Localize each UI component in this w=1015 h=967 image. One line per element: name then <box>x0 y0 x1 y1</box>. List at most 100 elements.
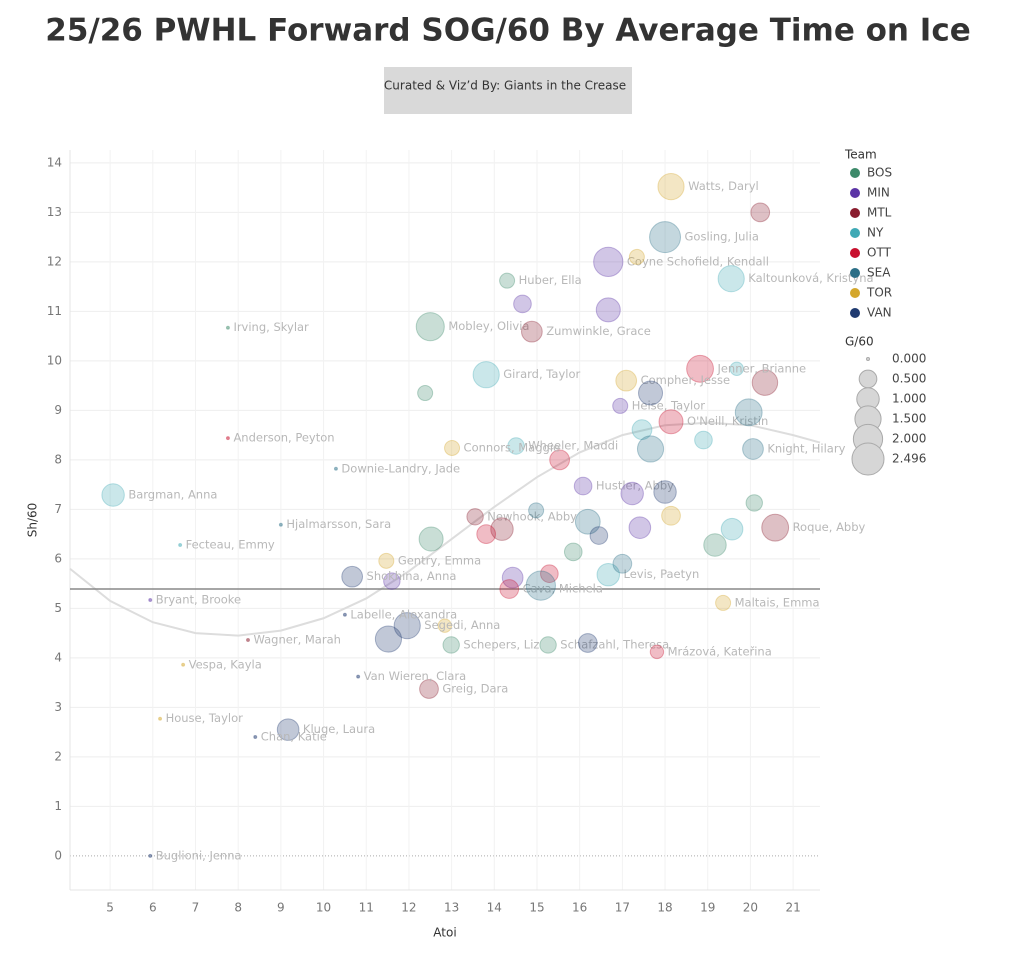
point <box>444 439 461 456</box>
point-label: Mobley, Olivia <box>448 319 529 333</box>
point-label: Hustler, Abby <box>596 479 674 493</box>
point-label: Chan, Katie <box>261 730 327 744</box>
point <box>715 594 732 611</box>
legend-marker <box>850 268 860 278</box>
legend-label: MIN <box>867 186 890 200</box>
point-label: Wheeler, Maddi <box>528 439 618 453</box>
point <box>148 853 153 858</box>
point <box>653 480 677 504</box>
point <box>658 409 684 435</box>
x-tick-label: 17 <box>615 901 630 915</box>
subtitle: Curated & Viz’d By: Giants in the Crease <box>384 79 626 93</box>
point <box>628 516 652 539</box>
point <box>499 579 520 599</box>
point <box>540 564 559 584</box>
point <box>419 679 439 699</box>
point <box>638 380 664 406</box>
point <box>628 248 645 265</box>
point <box>563 542 583 562</box>
subtitle-box <box>384 67 632 114</box>
point <box>378 552 395 569</box>
y-tick-label: 12 <box>47 254 62 268</box>
point <box>717 265 745 293</box>
point <box>589 526 609 545</box>
point-label: Van Wieren, Clara <box>364 669 467 683</box>
point <box>472 361 500 389</box>
point <box>750 202 771 223</box>
y-tick-label: 1 <box>54 799 62 813</box>
point <box>573 476 593 496</box>
size-legend-label: 2.496 <box>892 452 926 466</box>
point <box>649 644 665 660</box>
point <box>720 517 744 541</box>
y-tick-label: 11 <box>47 304 62 318</box>
x-tick-label: 6 <box>149 901 157 915</box>
point <box>225 325 230 330</box>
point-label: House, Taylor <box>166 711 244 725</box>
point <box>383 572 401 590</box>
point-label: Connors, Maggie <box>464 440 561 454</box>
point <box>539 636 557 654</box>
point <box>342 612 347 617</box>
point-label: Bargman, Anna <box>128 488 217 502</box>
point <box>574 508 601 535</box>
legend-label: MTL <box>867 206 892 220</box>
x-tick-label: 8 <box>234 901 242 915</box>
point-label: Huber, Ella <box>519 273 582 287</box>
legend-marker <box>850 228 860 238</box>
point <box>593 246 624 278</box>
point-label: Anderson, Peyton <box>233 431 334 445</box>
x-tick-label: 18 <box>657 901 672 915</box>
chart-title: 25/26 PWHL Forward SOG/60 By Average Tim… <box>45 13 970 49</box>
point-label: Wagner, Marah <box>254 633 341 647</box>
size-legend-marker <box>851 442 885 476</box>
point <box>437 618 452 633</box>
point-label: Newhook, Abby <box>487 509 577 523</box>
legend-marker <box>850 188 860 198</box>
point <box>253 735 258 740</box>
point <box>101 483 125 507</box>
y-tick-label: 7 <box>54 502 62 516</box>
point-label: Greig, Dara <box>442 682 508 696</box>
legend-label: SEA <box>867 266 891 280</box>
point <box>333 466 338 471</box>
y-axis-title: Sh/60 <box>26 503 40 538</box>
point <box>476 524 497 544</box>
point-label: Bryant, Brooke <box>156 592 241 606</box>
point-label: Knight, Hilary <box>767 441 845 455</box>
point-label: Irving, Skylar <box>233 320 309 334</box>
point-label: Kluge, Laura <box>303 722 375 736</box>
point <box>276 718 300 741</box>
point-label: Maltais, Emma <box>735 595 820 609</box>
point-label: Labelle, Alexandra <box>350 607 457 621</box>
x-tick-label: 10 <box>316 901 331 915</box>
point-label: Jenner, Brianne <box>716 361 806 375</box>
y-tick-label: 0 <box>54 848 62 862</box>
point <box>528 502 545 519</box>
point <box>745 494 763 512</box>
point <box>393 612 421 640</box>
x-tick-label: 20 <box>743 901 758 915</box>
point <box>649 221 682 254</box>
point-label: Watts, Daryl <box>688 179 759 193</box>
point-label: Schafzahl, Theresa <box>560 637 669 651</box>
y-tick-label: 8 <box>54 452 62 466</box>
y-tick-label: 10 <box>47 353 62 367</box>
point-label: Roque, Abby <box>793 520 866 534</box>
point-label: Heise, Taylor <box>632 398 706 412</box>
point <box>742 438 764 460</box>
legend-label: NY <box>867 226 884 240</box>
point <box>356 674 361 679</box>
y-tick-label: 5 <box>54 601 62 615</box>
point <box>596 562 621 587</box>
legend-label: OTT <box>867 246 892 260</box>
point-label: Coyne Schofield, Kendall <box>627 254 769 268</box>
point <box>501 566 524 589</box>
size-legend-marker <box>858 369 878 389</box>
legend-marker <box>850 288 860 298</box>
point-label: Hjalmarsson, Sara <box>286 517 391 531</box>
x-tick-label: 16 <box>572 901 587 915</box>
y-tick-label: 9 <box>54 403 62 417</box>
point <box>521 320 543 343</box>
